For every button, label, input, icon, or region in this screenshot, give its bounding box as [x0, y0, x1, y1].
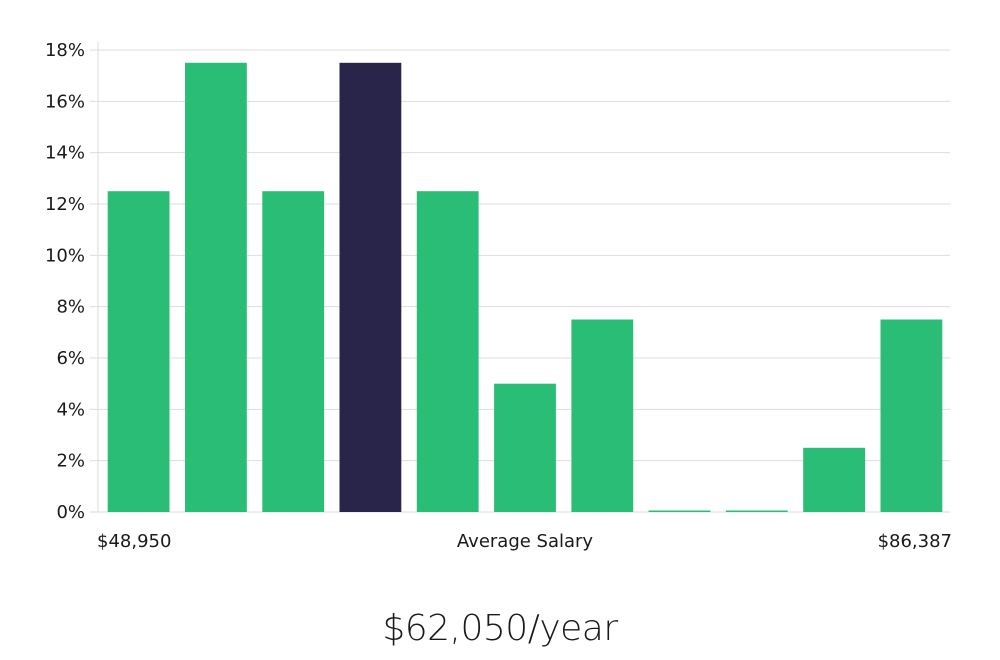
- bar: [107, 191, 170, 512]
- bar: [262, 191, 325, 512]
- y-tick-label: 6%: [56, 348, 85, 369]
- y-tick-label: 0%: [56, 502, 85, 523]
- bar: [725, 510, 788, 512]
- bar: [185, 62, 247, 513]
- y-tick-label: 10%: [45, 245, 85, 266]
- x-axis-title: Average Salary: [457, 531, 594, 552]
- y-tick-label: 4%: [56, 399, 85, 420]
- x-min-label: $48,950: [97, 531, 171, 552]
- bar: [571, 319, 634, 512]
- bar: [803, 447, 865, 512]
- average-salary-value: $62,050/year: [382, 608, 618, 649]
- x-max-label: $86,387: [878, 531, 952, 552]
- y-tick-label: 18%: [45, 40, 85, 61]
- bar: [880, 319, 943, 512]
- bar-highlighted: [339, 62, 402, 513]
- bars: [107, 62, 943, 513]
- y-tick-label: 12%: [45, 194, 85, 215]
- y-tick-label: 16%: [45, 91, 85, 112]
- bar: [648, 510, 711, 512]
- y-tick-label: 8%: [56, 297, 85, 318]
- bar: [416, 191, 479, 512]
- y-tick-label: 2%: [56, 451, 85, 472]
- y-tick-label: 14%: [45, 143, 85, 164]
- salary-histogram: 0% 2% 4% 6% 8% 10% 12% 14% 16% 18% $48,950 Averag…: [45, 40, 952, 552]
- bar: [494, 383, 556, 512]
- y-axis-ticks: 0% 2% 4% 6% 8% 10% 12% 14% 16% 18%: [45, 40, 85, 523]
